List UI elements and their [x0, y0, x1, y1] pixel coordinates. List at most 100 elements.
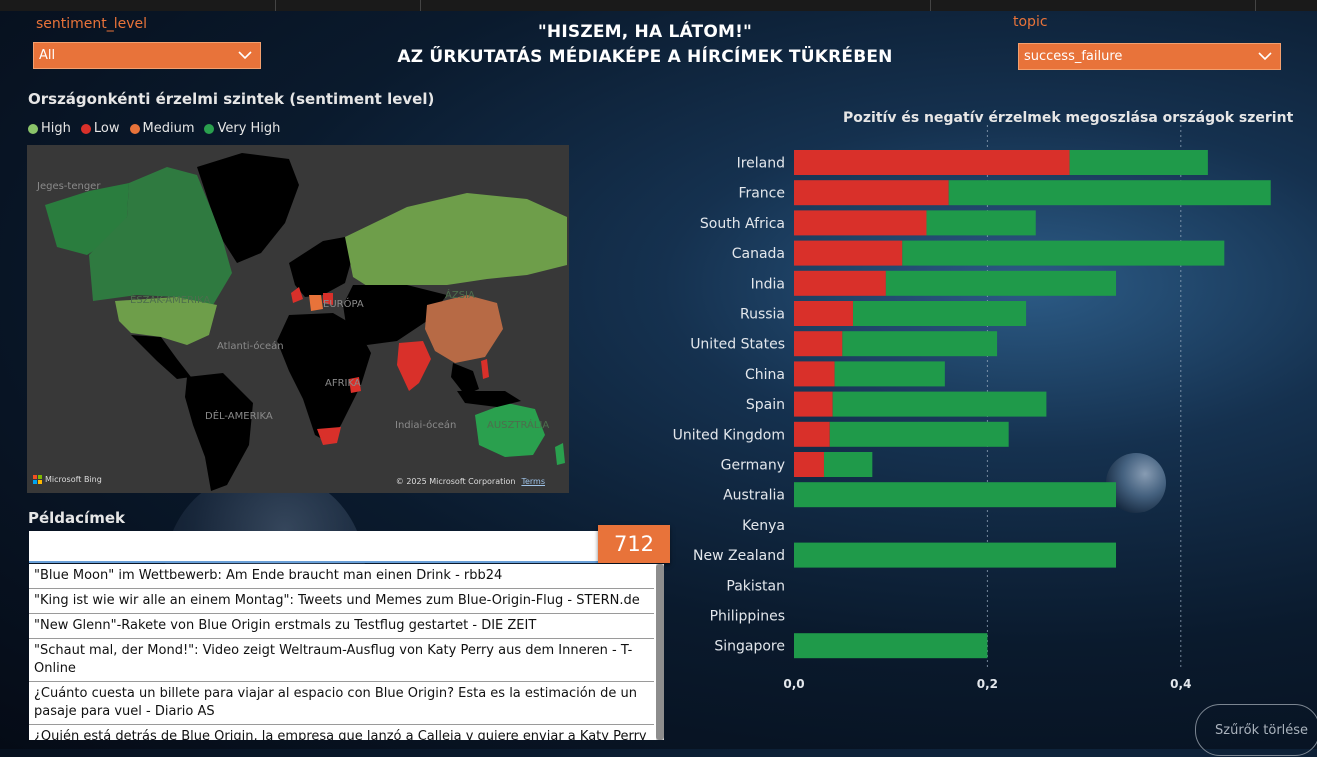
sentiment-slicer-value: All — [39, 48, 56, 63]
x-tick-label: 0,4 — [1170, 677, 1191, 691]
map-copyright-row: © 2025 Microsoft Corporation Terms — [396, 477, 545, 486]
y-tick-label: New Zealand — [693, 548, 785, 564]
microsoft-logo-icon — [33, 475, 42, 484]
sentiment-slicer-dropdown[interactable]: All — [33, 42, 261, 69]
headlines-list[interactable]: "Blue Moon" im Wettbewerb: Am Ende brauc… — [29, 564, 656, 740]
bar-positive — [832, 391, 1047, 417]
bar-negative — [794, 240, 903, 266]
bar-positive — [794, 633, 988, 659]
map-region-russia — [345, 193, 567, 291]
y-tick-label: South Africa — [700, 216, 785, 232]
map-label-europe: EURÓPA — [323, 299, 364, 310]
topic-slicer-label: topic — [1013, 14, 1048, 30]
topic-slicer-dropdown[interactable]: success_failure — [1018, 43, 1281, 70]
bar-negative — [794, 301, 853, 326]
map-label-arctic: Jeges-tenger — [37, 181, 101, 192]
map-region-greenland — [197, 153, 299, 263]
bar-negative — [794, 180, 949, 206]
bar-positive — [902, 240, 1225, 266]
world-map[interactable]: Jeges-tenger ÉSZAK-AMERIKA EURÓPA ÁZSIA … — [27, 145, 569, 493]
map-region-south-america — [185, 373, 253, 491]
map-region-china — [425, 295, 503, 363]
legend-item-medium[interactable]: Medium — [129, 121, 194, 136]
map-region-philippines — [481, 359, 489, 379]
topic-slicer-value: success_failure — [1024, 49, 1123, 64]
map-label-south-america: DÉL-AMERIKA — [205, 411, 273, 422]
list-item[interactable]: ¿Cuánto cuesta un billete para viajar al… — [29, 682, 654, 725]
bar-positive — [948, 180, 1271, 206]
legend-item-low[interactable]: Low — [80, 121, 120, 136]
bar-negative — [794, 391, 833, 417]
top-divider — [275, 0, 276, 11]
list-item[interactable]: "New Glenn"-Rakete von Blue Origin erstm… — [29, 614, 654, 639]
chart-title: Pozitív és negatív érzelmek megoszlása o… — [843, 110, 1294, 126]
map-region-india — [397, 341, 431, 391]
y-tick-label: Canada — [732, 246, 785, 262]
legend-label: High — [41, 121, 71, 136]
bing-attribution: Microsoft Bing — [33, 475, 102, 484]
y-tick-label: Singapore — [714, 639, 785, 655]
map-region-new-zealand — [555, 443, 565, 465]
top-divider — [930, 0, 931, 11]
headlines-header-box — [29, 531, 656, 563]
page-title-line2: AZ ŰRKUTATÁS MÉDIAKÉPE A HÍRCÍMEK TÜKRÉB… — [397, 47, 893, 67]
bar-positive — [794, 482, 1117, 508]
map-region-france — [309, 295, 323, 311]
map-copyright: © 2025 Microsoft Corporation — [395, 477, 516, 486]
headlines-scroll-thumb[interactable] — [656, 564, 664, 740]
map-region-uk — [291, 287, 303, 303]
legend-item-high[interactable]: High — [28, 121, 71, 136]
map-region-usa — [115, 297, 217, 345]
sentiment-slicer-label: sentiment_level — [36, 16, 148, 32]
bar-positive — [1069, 150, 1208, 175]
page-title: "HISZEM, HA LÁTOM!" AZ ŰRKUTATÁS MÉDIAKÉ… — [380, 20, 910, 70]
bar-positive — [926, 210, 1036, 236]
y-tick-label: United Kingdom — [673, 427, 785, 443]
clear-filters-button[interactable]: Szűrők törlése — [1195, 704, 1317, 756]
headlines-title: Példacímek — [28, 509, 125, 527]
bar-positive — [794, 542, 1117, 568]
map-region-kenya — [349, 377, 361, 393]
map-legend: High Low Medium Very High — [28, 121, 280, 136]
y-tick-label: Germany — [721, 458, 785, 474]
page-title-line1: "HISZEM, HA LÁTOM!" — [537, 22, 753, 42]
y-tick-label: United States — [690, 337, 785, 353]
bar-negative — [794, 270, 886, 296]
bar-positive — [842, 331, 998, 357]
bing-attribution-text: Microsoft Bing — [45, 475, 102, 484]
map-region-africa — [277, 313, 371, 443]
x-tick-label: 0,2 — [977, 677, 998, 691]
headlines-scrollbar[interactable] — [656, 564, 664, 740]
bar-positive — [885, 270, 1117, 296]
list-item[interactable]: "Blue Moon" im Wettbewerb: Am Ende brauc… — [29, 564, 654, 589]
y-tick-label: Kenya — [742, 518, 785, 534]
map-terms-link[interactable]: Terms — [521, 477, 545, 486]
map-region-germany — [323, 293, 333, 305]
legend-item-very-high[interactable]: Very High — [204, 121, 280, 136]
map-title: Országonkénti érzelmi szintek (sentiment… — [28, 90, 435, 108]
y-tick-label: India — [751, 276, 785, 292]
map-label-atlantic: Atlanti-óceán — [217, 341, 284, 352]
x-tick-label: 0,0 — [783, 677, 804, 691]
y-tick-label: France — [738, 186, 785, 202]
y-tick-label: Ireland — [737, 156, 785, 172]
map-region-australia — [475, 403, 545, 457]
list-item[interactable]: ¿Quién está detrás de Blue Origin, la em… — [29, 725, 654, 740]
background-moon — [1106, 453, 1166, 513]
map-region-central-america — [131, 335, 191, 379]
map-region-se-asia — [451, 363, 479, 395]
y-tick-label: Pakistan — [726, 578, 785, 594]
legend-dot — [204, 123, 215, 134]
list-item[interactable]: "Schaut mal, der Mond!": Video zeigt Wel… — [29, 639, 654, 682]
y-tick-label: Spain — [746, 397, 785, 413]
chevron-down-icon — [1258, 52, 1272, 61]
bar-negative — [794, 331, 843, 357]
bar-positive — [834, 361, 945, 387]
top-divider — [420, 0, 421, 11]
legend-dot — [129, 123, 140, 134]
bar-positive — [852, 301, 1027, 326]
y-tick-label: Philippines — [710, 609, 785, 625]
list-item[interactable]: "King ist wie wir alle an einem Montag":… — [29, 589, 654, 614]
chevron-down-icon — [238, 51, 252, 60]
bar-negative — [794, 361, 835, 387]
